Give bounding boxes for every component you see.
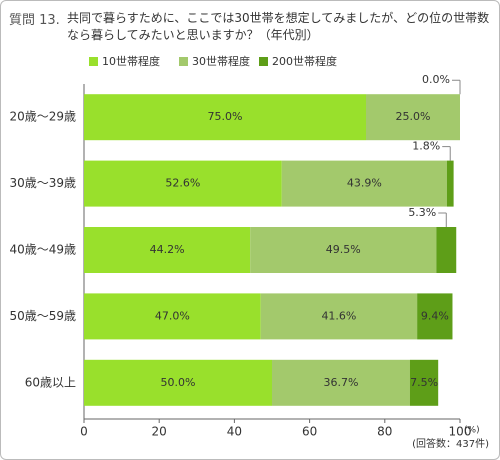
bar-segment [409, 359, 439, 406]
legend-label: 30世帯程度 [192, 54, 250, 68]
legend-swatch [89, 57, 98, 66]
chart-title: 共同で暮らすために、ここでは30世帯を想定してみましたが、どの位の世帯数なら暮ら… [67, 11, 490, 42]
bar-segment [84, 359, 272, 406]
value-label: 75.0% [208, 110, 243, 123]
value-label: 7.5% [410, 376, 438, 389]
x-tick-label: 20 [152, 425, 167, 439]
x-tick-label: 80 [377, 425, 392, 439]
bar-segment [446, 160, 454, 207]
bar-segment [281, 160, 447, 207]
legend-label: 10世帯程度 [102, 54, 160, 68]
bar-segment [417, 293, 453, 340]
y-tick-label: 50歳〜59歳 [9, 309, 76, 323]
legend-swatch [179, 57, 188, 66]
value-label: 43.9% [347, 177, 382, 190]
value-label: 5.3% [408, 206, 436, 219]
bar-segment [260, 293, 418, 340]
x-tick-label: 60 [302, 425, 317, 439]
value-label: 49.5% [326, 243, 361, 256]
bar-segment [84, 94, 366, 141]
note: (回答数：437件) [412, 437, 489, 450]
y-tick-label: 30歳〜39歳 [9, 176, 76, 190]
bar-segment [250, 227, 437, 273]
bar-segment [84, 160, 282, 207]
x-tick-label: 100 [449, 425, 472, 439]
legend-label: 200世帯程度 [272, 54, 337, 68]
value-label: 0.0% [422, 73, 450, 86]
bar-segment [366, 94, 460, 141]
bar-segment [272, 359, 410, 406]
value-label: 44.2% [150, 243, 185, 256]
value-label: 25.0% [396, 110, 431, 123]
x-unit: (%) [464, 426, 480, 436]
y-tick-label: 20歳〜29歳 [9, 110, 76, 124]
legend-swatch [259, 57, 268, 66]
value-label: 50.0% [161, 376, 196, 389]
y-tick-label: 40歳〜49歳 [9, 243, 76, 257]
bar-segment [84, 227, 251, 273]
value-label: 52.6% [165, 177, 200, 190]
question-number: 質問 13. [9, 13, 60, 28]
y-tick-label: 60歳以上 [25, 375, 76, 389]
bar-segment [436, 227, 457, 273]
value-label: 41.6% [321, 309, 356, 322]
bar-segment [84, 293, 261, 340]
x-tick-label: 0 [80, 425, 88, 439]
value-label: 36.7% [324, 376, 359, 389]
x-tick-label: 40 [227, 425, 242, 439]
value-label: 1.8% [412, 140, 440, 153]
value-label: 47.0% [155, 309, 190, 322]
value-label: 9.4% [421, 309, 449, 322]
